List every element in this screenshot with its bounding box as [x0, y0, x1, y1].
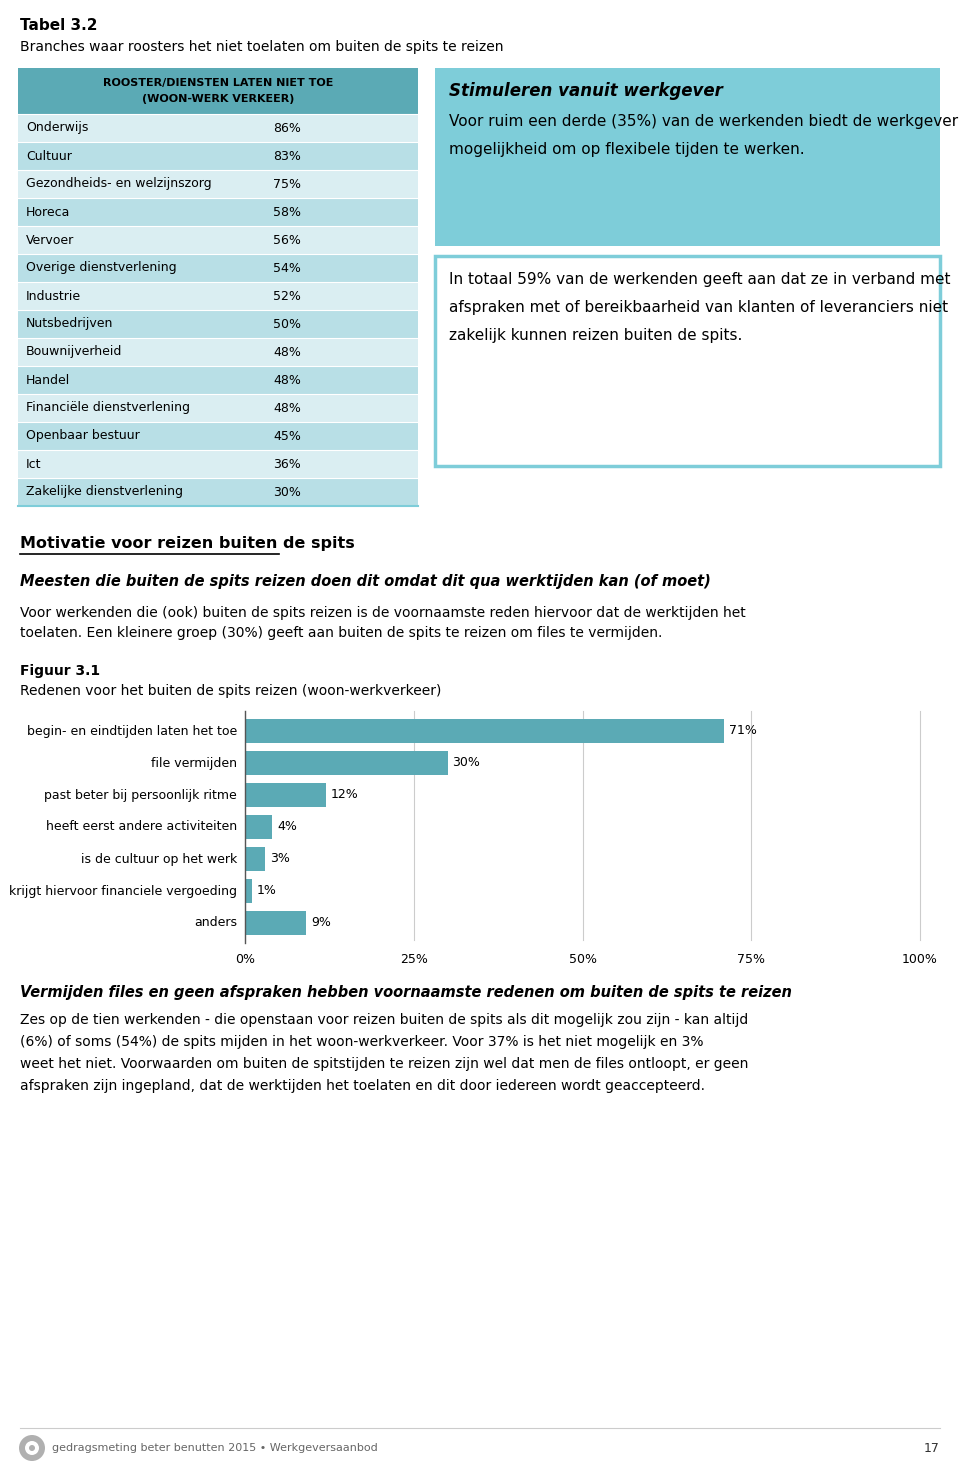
Circle shape	[25, 1441, 39, 1454]
Bar	[245, 880, 252, 903]
Text: 9%: 9%	[311, 916, 330, 929]
Text: 30%: 30%	[452, 756, 480, 770]
Text: Gezondheids- en welzijnszorg: Gezondheids- en welzijnszorg	[26, 177, 211, 191]
Text: Zes op de tien werkenden - die openstaan voor reizen buiten de spits als dit mog: Zes op de tien werkenden - die openstaan…	[20, 1013, 748, 1028]
Text: past beter bij persoonlijk ritme: past beter bij persoonlijk ritme	[44, 789, 237, 802]
Text: krijgt hiervoor financiele vergoeding: krijgt hiervoor financiele vergoeding	[9, 884, 237, 897]
Text: Handel: Handel	[26, 374, 70, 387]
Text: Tabel 3.2: Tabel 3.2	[20, 18, 98, 34]
Text: anders: anders	[194, 916, 237, 929]
Circle shape	[29, 1445, 35, 1451]
Text: Vervoer: Vervoer	[26, 233, 74, 246]
Bar	[435, 67, 940, 246]
Text: 45%: 45%	[273, 430, 300, 443]
Bar	[18, 254, 418, 281]
Text: 56%: 56%	[273, 233, 300, 246]
Text: Cultuur: Cultuur	[26, 150, 72, 163]
Text: (WOON-WERK VERKEER): (WOON-WERK VERKEER)	[142, 94, 294, 104]
Text: Onderwijs: Onderwijs	[26, 122, 88, 135]
Bar	[245, 783, 326, 806]
Text: begin- en eindtijden laten het toe: begin- en eindtijden laten het toe	[27, 724, 237, 737]
Text: file vermijden: file vermijden	[151, 756, 237, 770]
Text: ROOSTER/DIENSTEN LATEN NIET TOE: ROOSTER/DIENSTEN LATEN NIET TOE	[103, 78, 333, 88]
Text: 58%: 58%	[273, 205, 301, 218]
Text: afspraken zijn ingepland, dat de werktijden het toelaten en dit door iedereen wo: afspraken zijn ingepland, dat de werktij…	[20, 1079, 705, 1094]
Text: toelaten. Een kleinere groep (30%) geeft aan buiten de spits te reizen om files : toelaten. Een kleinere groep (30%) geeft…	[20, 626, 662, 641]
Text: zakelijk kunnen reizen buiten de spits.: zakelijk kunnen reizen buiten de spits.	[449, 328, 742, 343]
Bar	[18, 339, 418, 366]
Text: Redenen voor het buiten de spits reizen (woon-werkverkeer): Redenen voor het buiten de spits reizen …	[20, 685, 442, 698]
Text: Branches waar roosters het niet toelaten om buiten de spits te reizen: Branches waar roosters het niet toelaten…	[20, 40, 503, 54]
Bar	[245, 910, 305, 935]
Text: 54%: 54%	[273, 261, 300, 274]
Text: Figuur 3.1: Figuur 3.1	[20, 664, 100, 677]
Text: Voor werkenden die (ook) buiten de spits reizen is de voornaamste reden hiervoor: Voor werkenden die (ook) buiten de spits…	[20, 605, 746, 620]
Text: Bouwnijverheid: Bouwnijverheid	[26, 346, 122, 359]
Text: Financiële dienstverlening: Financiële dienstverlening	[26, 402, 190, 415]
Bar	[245, 718, 724, 743]
Text: gedragsmeting beter benutten 2015 • Werkgeversaanbod: gedragsmeting beter benutten 2015 • Werk…	[52, 1443, 377, 1453]
Text: 17: 17	[924, 1441, 940, 1454]
Bar	[18, 450, 418, 478]
Text: Stimuleren vanuit werkgever: Stimuleren vanuit werkgever	[449, 82, 723, 100]
Text: 48%: 48%	[273, 402, 300, 415]
Bar	[18, 309, 418, 339]
Text: 12%: 12%	[331, 789, 359, 802]
Text: 50%: 50%	[273, 318, 301, 330]
Bar	[18, 198, 418, 226]
Text: 25%: 25%	[399, 953, 428, 966]
Text: 36%: 36%	[273, 457, 300, 471]
Text: 48%: 48%	[273, 374, 300, 387]
Text: Nutsbedrijven: Nutsbedrijven	[26, 318, 113, 330]
Bar	[18, 478, 418, 506]
Text: weet het niet. Voorwaarden om buiten de spitstijden te reizen zijn wel dat men d: weet het niet. Voorwaarden om buiten de …	[20, 1057, 749, 1072]
Text: 100%: 100%	[902, 953, 938, 966]
Text: (6%) of soms (54%) de spits mijden in het woon-werkverkeer. Voor 37% is het niet: (6%) of soms (54%) de spits mijden in he…	[20, 1035, 704, 1050]
Text: Vermijden files en geen afspraken hebben voornaamste redenen om buiten de spits : Vermijden files en geen afspraken hebben…	[20, 985, 792, 1000]
Text: Voor ruim een derde (35%) van de werkenden biedt de werkgever de: Voor ruim een derde (35%) van de werkend…	[449, 114, 960, 129]
Text: Ict: Ict	[26, 457, 41, 471]
Text: 0%: 0%	[235, 953, 255, 966]
Bar	[18, 281, 418, 309]
Text: Motivatie voor reizen buiten de spits: Motivatie voor reizen buiten de spits	[20, 537, 355, 551]
Bar	[18, 422, 418, 450]
Text: Openbaar bestuur: Openbaar bestuur	[26, 430, 140, 443]
Text: 75%: 75%	[273, 177, 301, 191]
Text: 48%: 48%	[273, 346, 300, 359]
Text: 75%: 75%	[737, 953, 765, 966]
Text: heeft eerst andere activiteiten: heeft eerst andere activiteiten	[46, 821, 237, 834]
Bar	[245, 751, 447, 776]
Bar	[18, 366, 418, 394]
Text: Zakelijke dienstverlening: Zakelijke dienstverlening	[26, 485, 183, 498]
Text: mogelijkheid om op flexibele tijden te werken.: mogelijkheid om op flexibele tijden te w…	[449, 142, 804, 157]
Text: afspraken met of bereikbaarheid van klanten of leveranciers niet: afspraken met of bereikbaarheid van klan…	[449, 301, 948, 315]
Text: 1%: 1%	[256, 884, 276, 897]
Bar	[435, 257, 940, 466]
Bar	[18, 67, 418, 114]
Bar	[18, 114, 418, 142]
Text: Industrie: Industrie	[26, 289, 82, 302]
Text: 83%: 83%	[273, 150, 300, 163]
Bar	[245, 847, 265, 871]
Bar	[18, 142, 418, 170]
Bar	[18, 170, 418, 198]
Text: 3%: 3%	[271, 853, 290, 865]
Text: 4%: 4%	[277, 821, 297, 834]
Bar	[18, 226, 418, 254]
Bar	[18, 394, 418, 422]
Text: 50%: 50%	[568, 953, 596, 966]
Text: 52%: 52%	[273, 289, 300, 302]
Text: Horeca: Horeca	[26, 205, 70, 218]
Text: 71%: 71%	[730, 724, 757, 737]
Text: Overige dienstverlening: Overige dienstverlening	[26, 261, 177, 274]
Circle shape	[19, 1435, 45, 1462]
Text: 86%: 86%	[273, 122, 300, 135]
Text: 30%: 30%	[273, 485, 300, 498]
Text: In totaal 59% van de werkenden geeft aan dat ze in verband met: In totaal 59% van de werkenden geeft aan…	[449, 273, 950, 287]
Text: is de cultuur op het werk: is de cultuur op het werk	[81, 853, 237, 865]
Bar	[245, 815, 272, 839]
Text: Meesten die buiten de spits reizen doen dit omdat dit qua werktijden kan (of moe: Meesten die buiten de spits reizen doen …	[20, 575, 710, 589]
